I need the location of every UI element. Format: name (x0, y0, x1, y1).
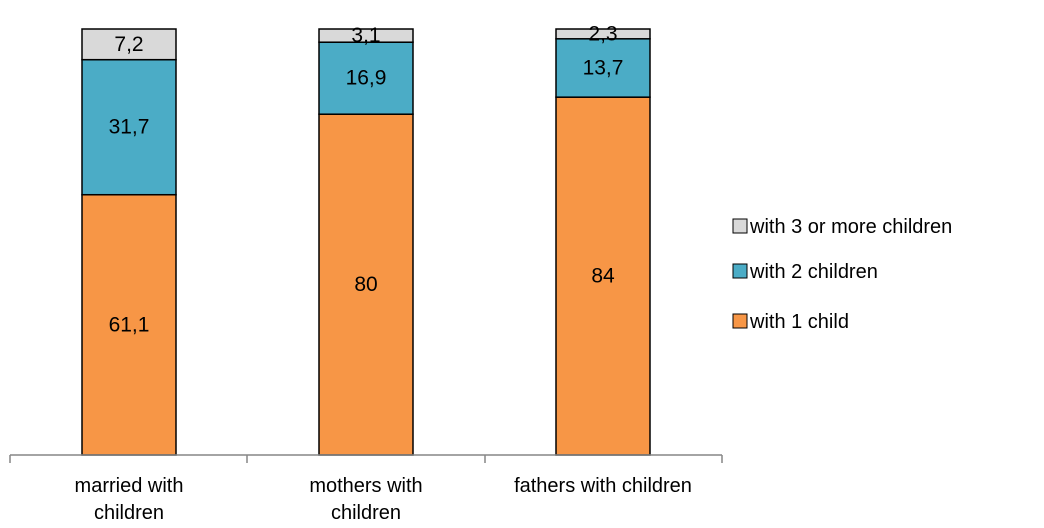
data-label-0-0: 61,1 (109, 313, 150, 336)
data-label-2-1: 13,7 (583, 56, 624, 79)
bar-segment-2-2 (555, 28, 651, 40)
legend-swatch-1 (732, 263, 748, 279)
data-label-2-2: 2,3 (588, 22, 617, 45)
category-label-0: married with children (75, 475, 184, 524)
legend-swatch-0 (732, 313, 748, 329)
bar-segment-2-1 (555, 38, 651, 98)
data-label-2-0: 84 (591, 265, 615, 288)
legend-label-0: with 1 child (749, 311, 849, 333)
bar-segment-1-1 (318, 41, 414, 115)
data-label-1-0: 80 (354, 273, 377, 296)
bar-segment-0-0 (81, 193, 177, 456)
legend-swatch-2 (732, 218, 748, 234)
category-label-1: mothers with children (309, 475, 422, 524)
data-label-0-1: 31,7 (109, 116, 150, 139)
bar-segment-1-0 (318, 113, 414, 456)
bar-segment-1-2 (318, 28, 414, 43)
bar-segment-0-2 (81, 28, 177, 61)
data-labels: 61,1 31,7 7,2 80 16,9 3,1 84 13,7 2,3 (109, 22, 624, 336)
legend: with 3 or more children with 2 children wi… (732, 216, 952, 333)
category-labels: married with children mothers with children… (75, 475, 692, 524)
legend-label-1: with 2 children (749, 261, 878, 283)
bars-layer (81, 28, 651, 456)
category-label-2: fathers with children (514, 475, 692, 497)
legend-label-2: with 3 or more children (749, 216, 952, 238)
data-label-0-2: 7,2 (114, 33, 143, 56)
data-label-1-1: 16,9 (346, 67, 387, 90)
bar-segment-0-1 (81, 58, 177, 196)
data-label-1-2: 3,1 (351, 24, 380, 47)
x-axis (9, 454, 723, 463)
